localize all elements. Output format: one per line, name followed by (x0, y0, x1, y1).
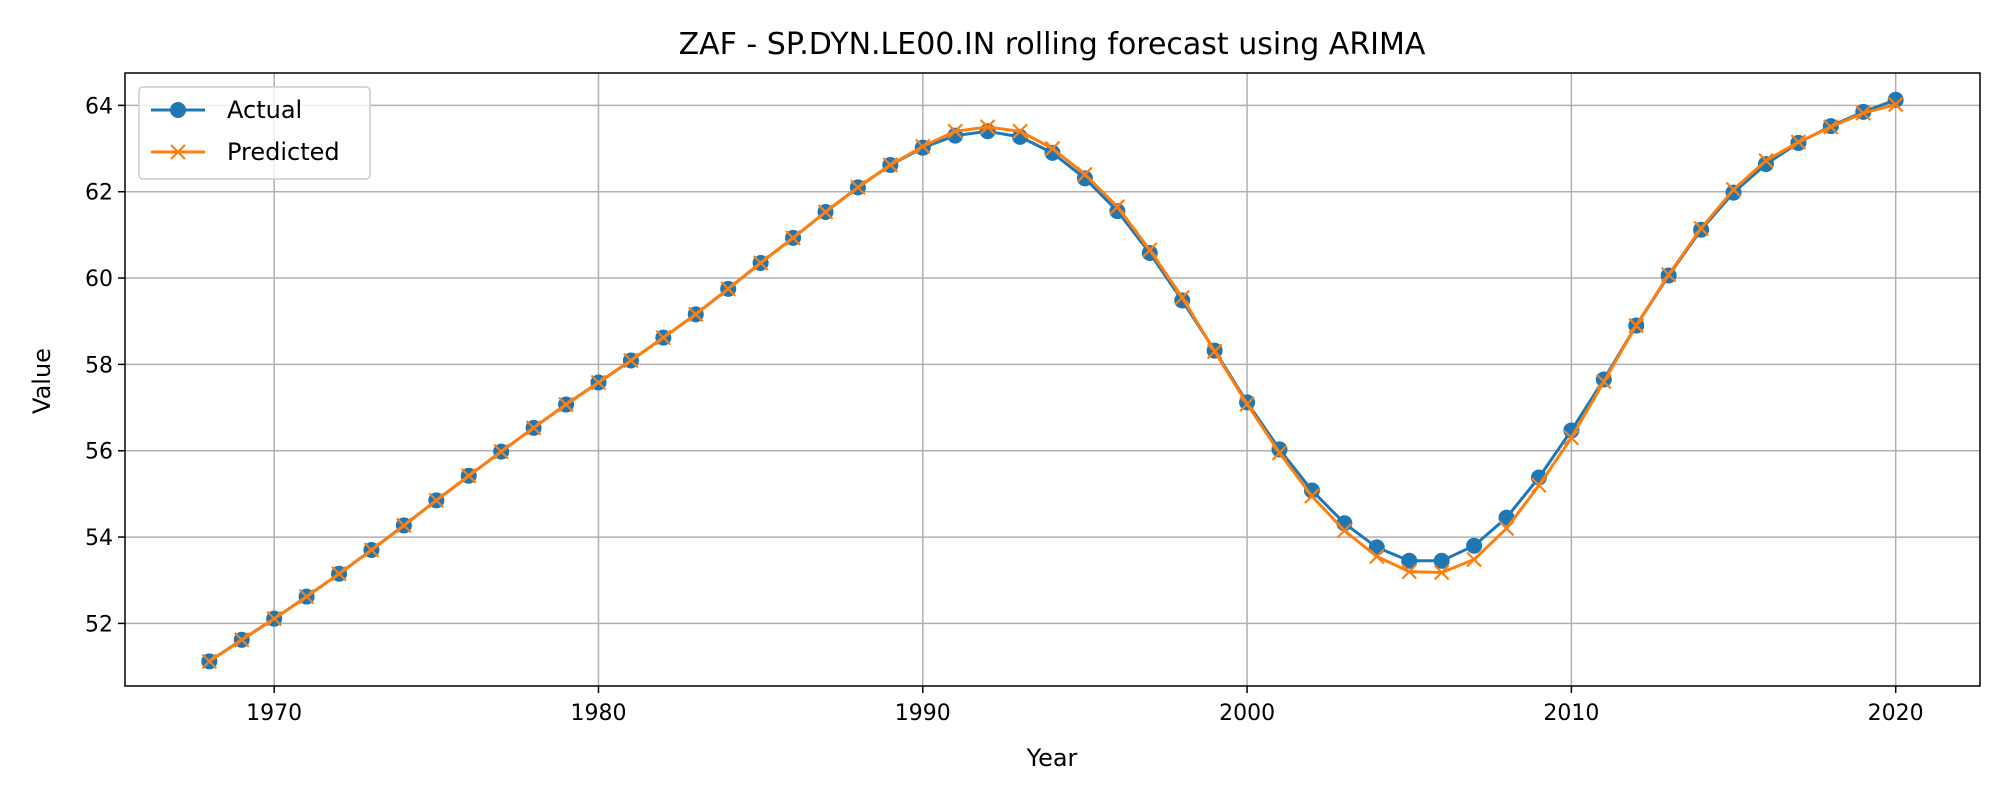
data-point-predicted (1660, 266, 1677, 283)
data-point-predicted (1012, 123, 1028, 140)
plot-frame (124, 72, 1981, 687)
data-point-predicted (1271, 445, 1288, 461)
data-point-predicted (1369, 548, 1385, 565)
data-point-predicted (298, 588, 315, 605)
data-point-predicted (1693, 220, 1709, 237)
data-point-predicted (752, 255, 769, 271)
data-point-predicted (1077, 166, 1093, 183)
data-point-predicted (623, 352, 639, 369)
legend: Actual Predicted (138, 86, 371, 180)
data-point-predicted (1596, 373, 1612, 390)
series-layer (201, 91, 1904, 670)
data-point-predicted (979, 119, 996, 135)
y-tick-label: 60 (85, 267, 113, 292)
data-point-predicted (850, 179, 866, 196)
chart-title: ZAF - SP.DYN.LE00.IN rolling forecast us… (679, 27, 1426, 62)
x-tick-label: 1970 (246, 701, 302, 726)
data-point-predicted (1206, 343, 1223, 360)
legend-actual-label: Actual (227, 96, 302, 124)
data-point-actual (1303, 482, 1320, 499)
x-tick-label: 2010 (1543, 701, 1599, 726)
data-point-predicted (428, 492, 445, 509)
y-tick-label: 56 (85, 440, 113, 465)
data-point-actual (1466, 537, 1483, 554)
legend-predicted-label: Predicted (227, 138, 340, 166)
data-point-predicted (1466, 551, 1482, 568)
x-tick-label: 1990 (895, 701, 951, 726)
data-point-predicted (1433, 564, 1450, 581)
x-axis-ticks: 1970 1980 1990 2000 2010 2020 (246, 686, 1924, 726)
data-point-predicted (882, 157, 899, 173)
data-point-predicted (947, 123, 963, 140)
data-point-predicted (590, 374, 607, 391)
data-point-predicted (915, 138, 931, 155)
data-point-predicted (460, 467, 477, 484)
data-point-predicted (1109, 199, 1126, 215)
data-point-predicted (1628, 317, 1645, 334)
data-point-predicted (1823, 119, 1839, 135)
x-axis-label: Year (1026, 744, 1078, 772)
data-point-predicted (1304, 488, 1320, 504)
y-tick-label: 54 (85, 526, 113, 551)
data-point-predicted (1239, 396, 1255, 412)
data-point-predicted (201, 653, 218, 670)
data-point-actual (1887, 91, 1904, 108)
data-point-predicted (266, 610, 282, 627)
data-point-predicted (785, 230, 801, 246)
data-point-predicted (720, 281, 736, 297)
legend-predicted-marker (170, 144, 186, 160)
x-tick-label: 1980 (570, 701, 626, 726)
data-point-predicted (1790, 134, 1807, 150)
data-point-actual (1109, 203, 1126, 220)
data-point-predicted (233, 632, 250, 648)
data-point-predicted (817, 204, 834, 220)
y-tick-label: 58 (85, 353, 113, 378)
data-point-predicted (1401, 563, 1418, 580)
data-point-predicted (558, 396, 574, 413)
data-point-predicted (1855, 105, 1872, 121)
x-tick-label: 2020 (1868, 701, 1924, 726)
legend-actual-marker (170, 102, 186, 118)
y-tick-label: 62 (85, 181, 113, 206)
data-point-predicted (1498, 520, 1515, 537)
data-point-predicted (363, 542, 380, 558)
data-point-actual (1401, 552, 1418, 569)
data-point-predicted (1531, 477, 1547, 494)
data-point-predicted (655, 329, 672, 346)
data-point-actual (1433, 552, 1450, 569)
data-point-predicted (1336, 522, 1353, 539)
data-point-predicted (331, 565, 347, 582)
data-point-predicted (1725, 181, 1742, 198)
data-point-predicted (525, 420, 542, 436)
data-point-predicted (1887, 96, 1904, 113)
data-point-predicted (1044, 140, 1061, 157)
data-point-predicted (493, 443, 509, 460)
data-point-predicted (1758, 152, 1774, 169)
data-point-predicted (1174, 289, 1190, 306)
y-tick-label: 52 (85, 612, 113, 637)
data-point-predicted (1563, 430, 1580, 446)
series-predicted (201, 96, 1904, 670)
data-point-actual (1757, 156, 1774, 173)
data-point-predicted (1142, 242, 1158, 258)
data-point-predicted (396, 517, 412, 534)
data-point-actual (1076, 170, 1093, 187)
data-point-predicted (687, 306, 704, 323)
y-axis-ticks: 52 54 56 58 60 62 64 (85, 94, 125, 637)
y-tick-label: 64 (85, 94, 113, 119)
y-axis-label: Value (28, 348, 56, 414)
data-point-actual (1044, 144, 1061, 161)
x-tick-label: 2000 (1219, 701, 1275, 726)
